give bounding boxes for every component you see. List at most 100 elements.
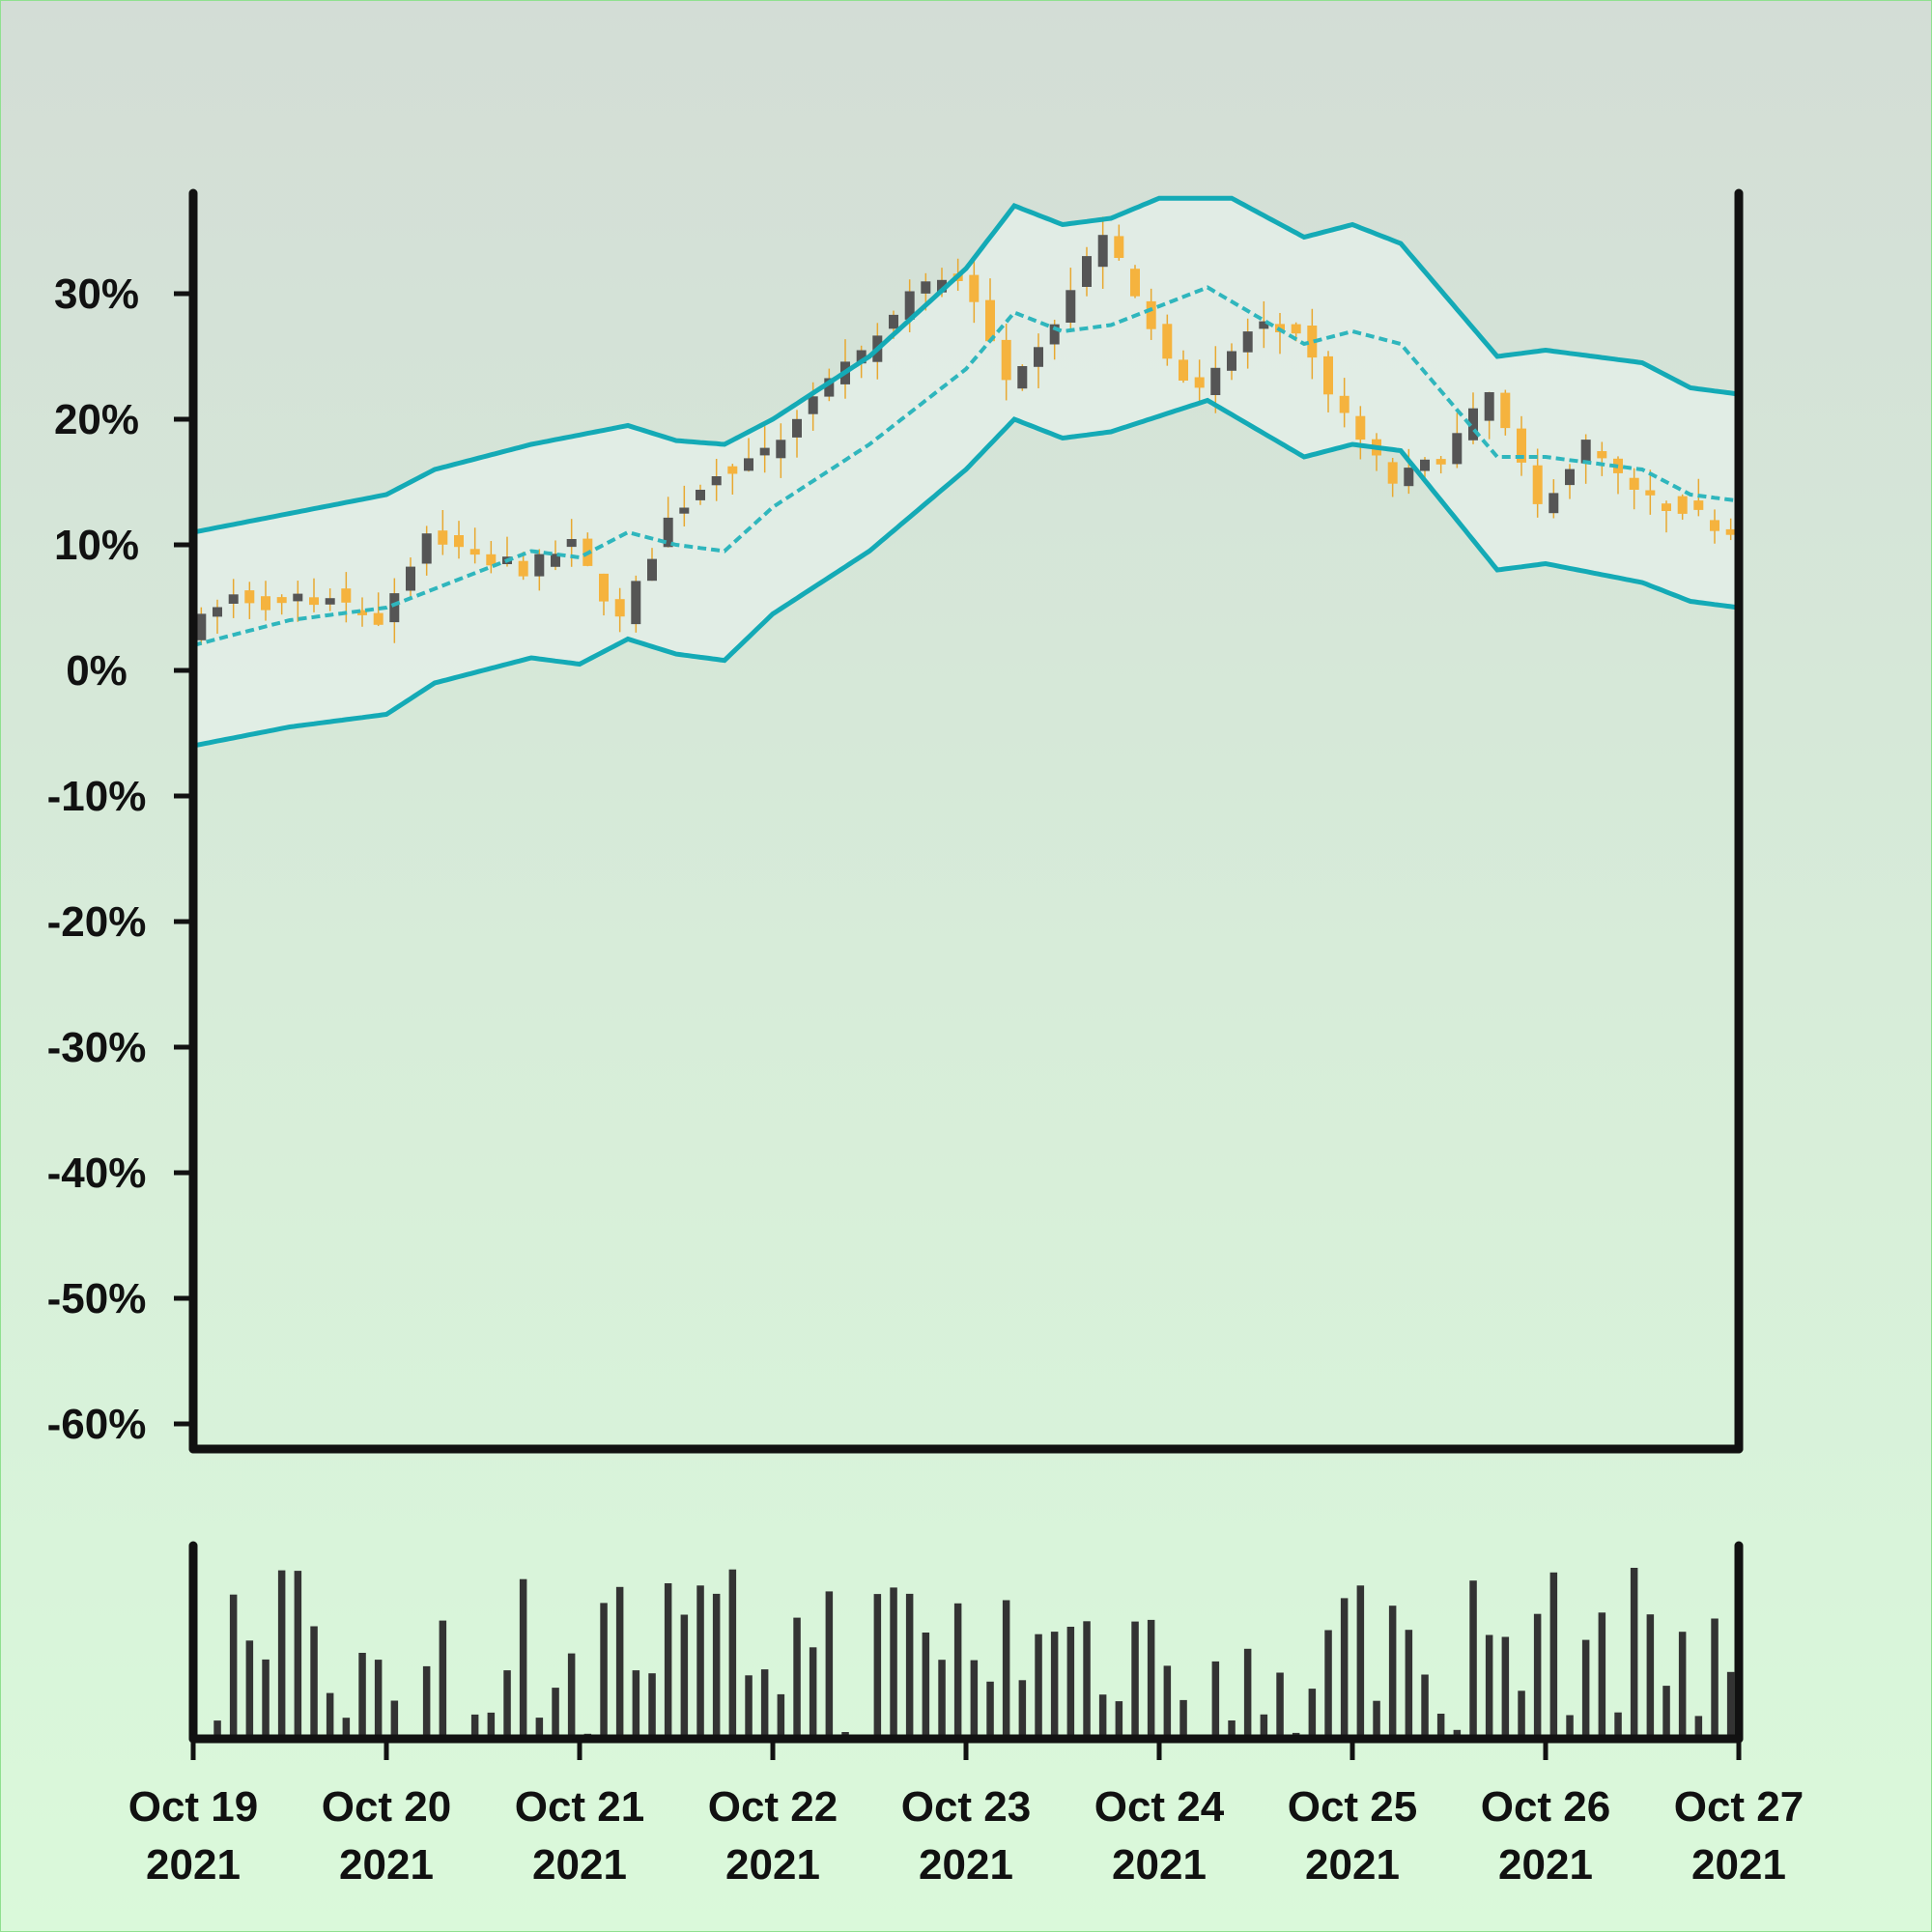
volume-bar (600, 1603, 608, 1739)
volume-bar (1276, 1672, 1284, 1739)
volume-bar (374, 1660, 383, 1739)
volume-bar (1436, 1714, 1445, 1739)
volume-bar (470, 1714, 479, 1739)
candle-down (727, 466, 738, 474)
volume-bar (1726, 1671, 1735, 1739)
volume-bar (680, 1614, 689, 1739)
volume-bar (535, 1718, 544, 1739)
x-axis-ticks: Oct 19 2021 Oct 20 2021 Oct 21 2021 Oct 22 2021… (128, 1739, 1804, 1889)
bollinger-bands (192, 195, 1740, 749)
candle-down (1645, 490, 1656, 496)
candle-up (534, 554, 545, 577)
volume-bar (1179, 1699, 1187, 1739)
volume-bar (552, 1688, 559, 1739)
candle-down (486, 554, 497, 566)
volume-bar (648, 1673, 656, 1739)
candle-down (1662, 503, 1671, 511)
bollinger-upper-line (192, 195, 1740, 535)
candle-down (341, 588, 352, 603)
candle-up (213, 607, 222, 617)
volume-bar (310, 1626, 318, 1739)
candle-up (663, 517, 673, 548)
volume-bar (1066, 1627, 1075, 1739)
band-fill-area (193, 198, 1739, 746)
volume-bar (632, 1670, 640, 1739)
volume-bar (1324, 1630, 1332, 1739)
candle-down (276, 597, 287, 604)
volume-bar (358, 1653, 366, 1739)
candle-up (1580, 440, 1591, 464)
volume-bar (1614, 1712, 1622, 1739)
candle-down (1597, 451, 1607, 459)
volume-bar (1243, 1648, 1252, 1739)
volume-bar (1260, 1714, 1268, 1739)
candle-down (1339, 395, 1350, 413)
candle-up (1210, 367, 1221, 395)
volume-bar (567, 1653, 576, 1739)
candle-down (1710, 520, 1719, 531)
volume-bar (503, 1670, 511, 1739)
x-tick-label-date: Oct 24 (1094, 1783, 1225, 1831)
volume-bar (1549, 1572, 1558, 1739)
y-tick-label: -60% (47, 1401, 147, 1448)
volume-bar (1002, 1600, 1010, 1739)
candle-up (937, 279, 947, 293)
volume-bar (905, 1593, 914, 1739)
candle-down (1323, 355, 1333, 395)
volume-bar (1147, 1619, 1155, 1739)
volume-bars (197, 1568, 1735, 1739)
candle-down (1179, 359, 1188, 381)
candle-up (808, 396, 818, 414)
volume-bar (1163, 1665, 1172, 1739)
candle-up (551, 554, 560, 567)
candle-down (1355, 415, 1366, 440)
volume-bar (890, 1587, 897, 1739)
volume-bar (342, 1718, 351, 1739)
volume-bar (1501, 1636, 1510, 1739)
volume-bar (1405, 1630, 1413, 1739)
volume-bar (294, 1571, 302, 1739)
volume-bar (1388, 1605, 1397, 1739)
volume-bar (422, 1665, 431, 1739)
volume-bar (1115, 1701, 1123, 1739)
candle-down (1194, 377, 1205, 388)
volume-bar (1533, 1613, 1542, 1739)
bollinger-middle-line (192, 285, 1740, 647)
volume-bar (1518, 1690, 1525, 1739)
volume-bar (970, 1660, 979, 1739)
volume-bar (728, 1569, 737, 1739)
candle-up (1484, 392, 1494, 421)
y-tick-label: 30% (54, 270, 139, 318)
volume-bar (1662, 1686, 1670, 1739)
x-tick-label-date: Oct 27 (1674, 1783, 1804, 1831)
candle-up (647, 558, 657, 582)
candle-up (904, 291, 915, 320)
volume-bar (277, 1570, 286, 1739)
y-tick-label: -50% (47, 1275, 147, 1322)
candle-down (1693, 500, 1704, 510)
candle-down (1629, 477, 1639, 490)
volume-bar (1694, 1716, 1703, 1739)
candle-up (1404, 468, 1414, 487)
candle-down (261, 596, 270, 611)
volume-bar (1211, 1661, 1220, 1739)
candle-down (1532, 465, 1543, 504)
candle-up (1548, 493, 1559, 514)
volume-bar (1308, 1689, 1317, 1739)
candle-down (1291, 324, 1301, 334)
volume-bar (1453, 1729, 1462, 1739)
candle-up (1065, 290, 1076, 323)
candle-up (1468, 408, 1478, 440)
x-tick-label-year: 2021 (1305, 1841, 1400, 1889)
candle-down (985, 299, 995, 342)
candle-up (776, 440, 786, 459)
volume-bar (1228, 1720, 1236, 1739)
x-tick-label-date: Oct 20 (322, 1783, 452, 1831)
volume-bar (1566, 1715, 1574, 1739)
candle-up (1452, 433, 1463, 465)
candle-up (1227, 351, 1236, 371)
x-tick-label-year: 2021 (725, 1841, 820, 1889)
candle-down (1146, 300, 1156, 329)
candle-up (744, 458, 753, 471)
candle-down (244, 590, 255, 604)
